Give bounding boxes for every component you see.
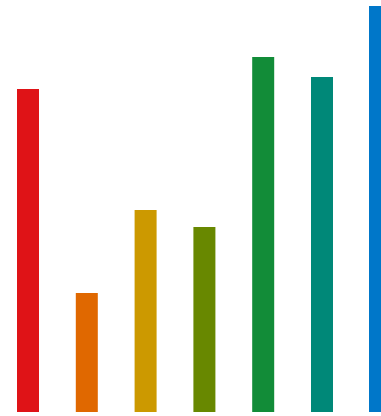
bar-4	[193, 227, 216, 412]
bars-layer	[17, 6, 381, 412]
bar-5	[252, 57, 275, 412]
bar-6	[311, 77, 333, 412]
bar-7	[369, 6, 381, 412]
bar-1	[17, 89, 39, 412]
bar-2	[75, 293, 98, 412]
bar-3	[134, 210, 157, 412]
